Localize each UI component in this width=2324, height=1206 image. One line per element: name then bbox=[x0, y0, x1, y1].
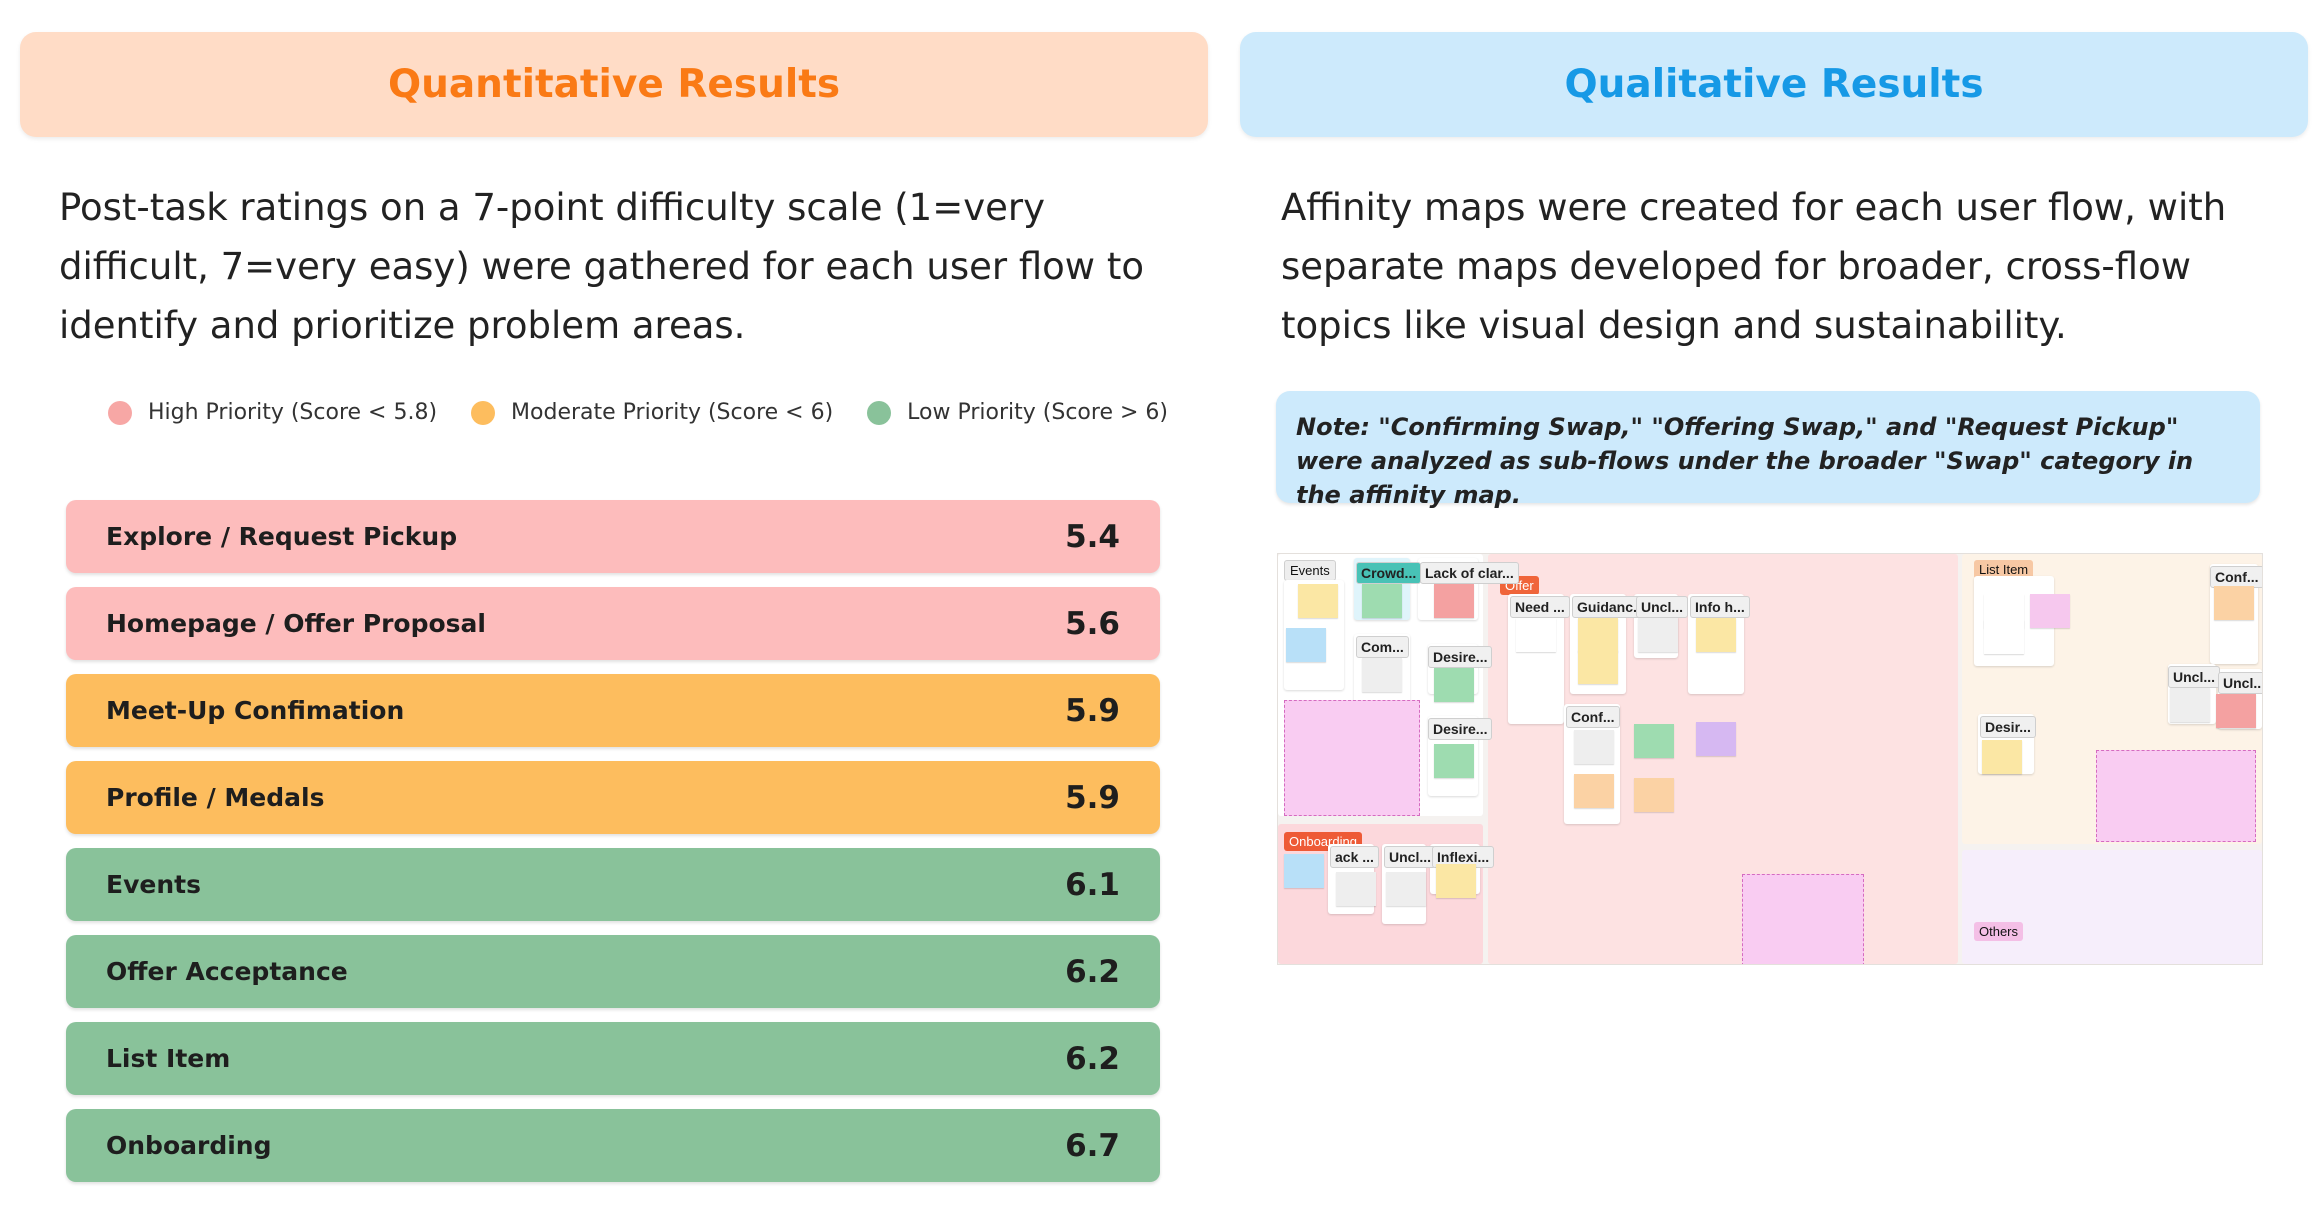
row-label: Homepage / Offer Proposal bbox=[106, 609, 486, 638]
sticky-note bbox=[1284, 854, 1324, 888]
sticky-note bbox=[1634, 724, 1674, 758]
cluster-label: Conf... bbox=[1566, 706, 1620, 728]
cluster-label: Lack of clar... bbox=[1420, 562, 1519, 584]
quantitative-intro: Post-task ratings on a 7-point difficult… bbox=[59, 186, 1144, 347]
cluster-label: Com... bbox=[1356, 636, 1409, 658]
sticky-note bbox=[1574, 774, 1614, 808]
sticky-note bbox=[1298, 584, 1338, 618]
sticky-note bbox=[1336, 872, 1376, 906]
cluster-label: Conf... bbox=[2210, 566, 2262, 588]
row-score: 6.7 bbox=[1065, 1127, 1120, 1164]
sticky-note bbox=[1362, 584, 1402, 618]
sticky-note bbox=[1696, 618, 1736, 652]
score-row-meetup-confirmation: Meet-Up Confimation 5.9 bbox=[66, 674, 1160, 747]
legend-high-dot bbox=[108, 400, 132, 425]
score-list: Explore / Request Pickup 5.4 Homepage / … bbox=[66, 500, 1160, 1196]
row-score: 6.2 bbox=[1065, 1040, 1120, 1077]
row-score: 5.4 bbox=[1065, 518, 1120, 555]
cluster-label: Uncl... bbox=[2218, 672, 2262, 694]
row-score: 5.6 bbox=[1065, 605, 1120, 642]
cluster-label: Uncl... bbox=[1384, 846, 1437, 868]
legend-moderate: Moderate Priority (Score < 6) bbox=[471, 400, 833, 425]
score-row-homepage-offer-proposal: Homepage / Offer Proposal 5.6 bbox=[66, 587, 1160, 660]
sticky-note bbox=[2214, 586, 2254, 620]
cluster-label: Guidanc... bbox=[1572, 596, 1650, 618]
affinity-map-image: Events Offer Onboarding List Item Others… bbox=[1277, 553, 2263, 965]
tldr-summary bbox=[1742, 874, 1864, 964]
zone-tag-list-item: List Item bbox=[1974, 560, 2034, 579]
sticky-note bbox=[1434, 668, 1474, 702]
sticky-note bbox=[1436, 864, 1476, 898]
score-row-offer-acceptance: Offer Acceptance 6.2 bbox=[66, 935, 1160, 1008]
legend-high-label: High Priority (Score < 5.8) bbox=[148, 400, 438, 425]
sticky-note bbox=[1696, 722, 1736, 756]
others-zone bbox=[1962, 850, 2262, 964]
row-label: Onboarding bbox=[106, 1131, 272, 1160]
sticky-note bbox=[1634, 778, 1674, 812]
sticky-note bbox=[1362, 658, 1402, 692]
row-label: List Item bbox=[106, 1044, 231, 1073]
cluster-label: Desir... bbox=[1980, 716, 2036, 738]
sticky-note bbox=[1982, 740, 2022, 774]
legend-low: Low Priority (Score > 6) bbox=[867, 400, 1168, 425]
zone-tag-events: Events bbox=[1284, 560, 1336, 581]
sticky-note bbox=[1386, 872, 1426, 906]
cluster-label: ack ... bbox=[1330, 846, 1379, 868]
legend-low-label: Low Priority (Score > 6) bbox=[907, 400, 1168, 425]
sticky-note bbox=[1578, 650, 1618, 684]
qualitative-header: Qualitative Results bbox=[1240, 32, 2308, 137]
score-row-onboarding: Onboarding 6.7 bbox=[66, 1109, 1160, 1182]
sticky-note bbox=[1434, 744, 1474, 778]
cluster-label: Desire... bbox=[1428, 646, 1493, 668]
score-row-explore-request-pickup: Explore / Request Pickup 5.4 bbox=[66, 500, 1160, 573]
legend-high: High Priority (Score < 5.8) bbox=[108, 400, 437, 425]
sticky-note bbox=[1638, 618, 1678, 652]
cluster-label: Inflexi... bbox=[1432, 846, 1495, 868]
row-label: Explore / Request Pickup bbox=[106, 522, 458, 551]
cluster-label: Uncl... bbox=[1636, 596, 1689, 618]
sticky-note bbox=[1578, 618, 1618, 652]
row-label: Profile / Medals bbox=[106, 783, 325, 812]
row-score: 5.9 bbox=[1065, 779, 1120, 816]
row-label: Events bbox=[106, 870, 201, 899]
tldr-summary bbox=[2096, 750, 2256, 842]
legend-moderate-dot bbox=[471, 400, 496, 425]
tldr-summary bbox=[1284, 700, 1420, 816]
cluster-label: Info h... bbox=[1690, 596, 1750, 618]
zone-tag-others: Others bbox=[1974, 922, 2024, 941]
cluster-label: Need ... bbox=[1510, 596, 1570, 618]
qualitative-intro: Affinity maps were created for each user… bbox=[1281, 186, 2227, 347]
sticky-note bbox=[2216, 694, 2256, 728]
row-score: 5.9 bbox=[1065, 692, 1120, 729]
row-label: Offer Acceptance bbox=[106, 957, 348, 986]
sticky-note bbox=[2030, 594, 2070, 628]
sticky-note bbox=[2170, 688, 2210, 722]
cluster-label: Desire... bbox=[1428, 718, 1493, 740]
sticky-note bbox=[1516, 618, 1556, 652]
legend-low-dot bbox=[867, 400, 892, 425]
sticky-note bbox=[1574, 730, 1614, 764]
priority-legend: High Priority (Score < 5.8) Moderate Pri… bbox=[108, 400, 1202, 425]
quantitative-header: Quantitative Results bbox=[20, 32, 1208, 137]
legend-moderate-label: Moderate Priority (Score < 6) bbox=[511, 400, 834, 425]
score-row-profile-medals: Profile / Medals 5.9 bbox=[66, 761, 1160, 834]
sticky-note bbox=[1286, 628, 1326, 662]
row-score: 6.1 bbox=[1065, 866, 1120, 903]
row-score: 6.2 bbox=[1065, 953, 1120, 990]
sticky-note bbox=[1434, 584, 1474, 618]
cluster-label: Uncl... bbox=[2168, 666, 2221, 688]
score-row-events: Events 6.1 bbox=[66, 848, 1160, 921]
swap-note: Note: "Confirming Swap," "Offering Swap,… bbox=[1276, 391, 2260, 509]
row-label: Meet-Up Confimation bbox=[106, 696, 405, 725]
score-row-list-item: List Item 6.2 bbox=[66, 1022, 1160, 1095]
sticky-note bbox=[1984, 620, 2024, 654]
cluster-label: Crowd... bbox=[1356, 562, 1422, 584]
